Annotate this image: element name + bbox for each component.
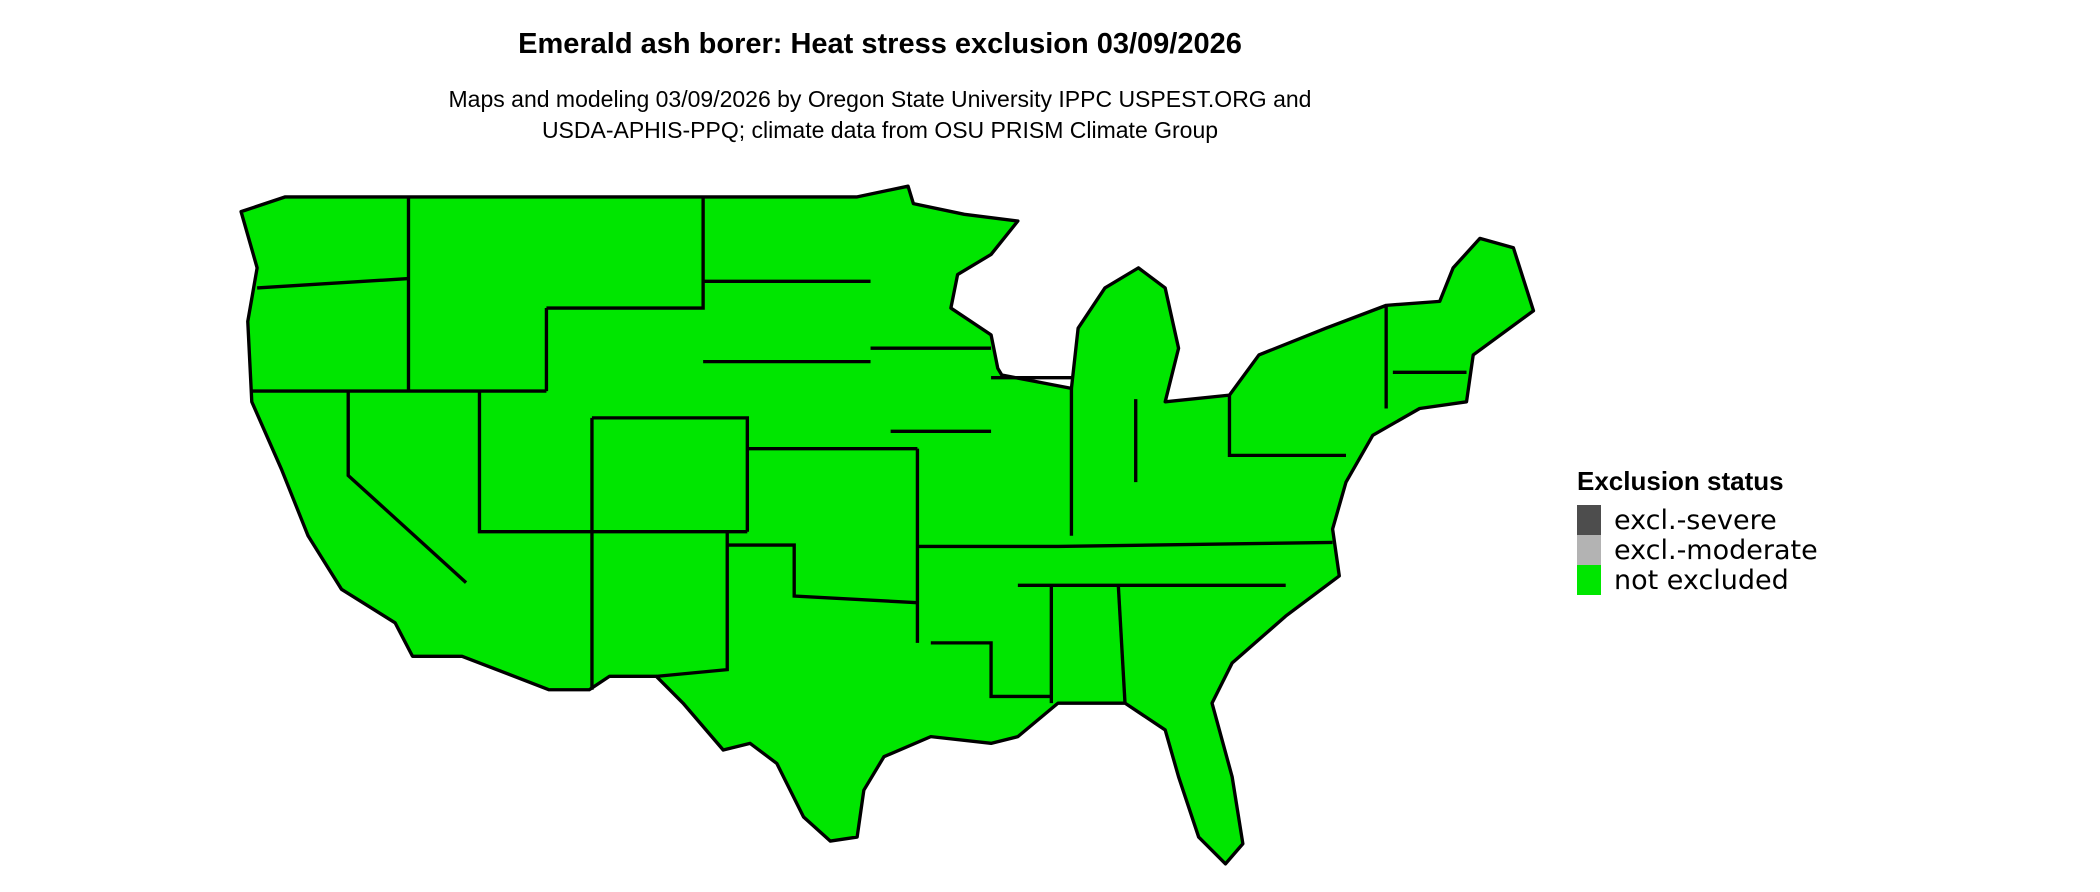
legend-item-not-excluded: not excluded — [1577, 564, 1818, 596]
map-subtitle-line-1: Maps and modeling 03/09/2026 by Oregon S… — [448, 86, 1312, 112]
legend-item-severe: excl.-severe — [1577, 504, 1818, 536]
legend-item-moderate: excl.-moderate — [1577, 534, 1818, 566]
legend-label: excl.-moderate — [1614, 534, 1818, 566]
map-subtitle-line-2: USDA-APHIS-PPQ; climate data from OSU PR… — [541, 117, 1219, 143]
legend-label: excl.-severe — [1614, 504, 1777, 536]
legend-title: Exclusion status — [1577, 466, 1784, 496]
legend-swatch — [1577, 565, 1601, 595]
legend-label: not excluded — [1614, 564, 1789, 596]
legend: Exclusion status excl.-severe excl.-mode… — [1577, 466, 1818, 596]
map-title: Emerald ash borer: Heat stress exclusion… — [518, 28, 1242, 60]
state-borders — [251, 196, 1467, 704]
legend-swatch — [1577, 505, 1601, 535]
contiguous-us-shape — [239, 184, 1536, 866]
legend-swatch — [1577, 535, 1601, 565]
